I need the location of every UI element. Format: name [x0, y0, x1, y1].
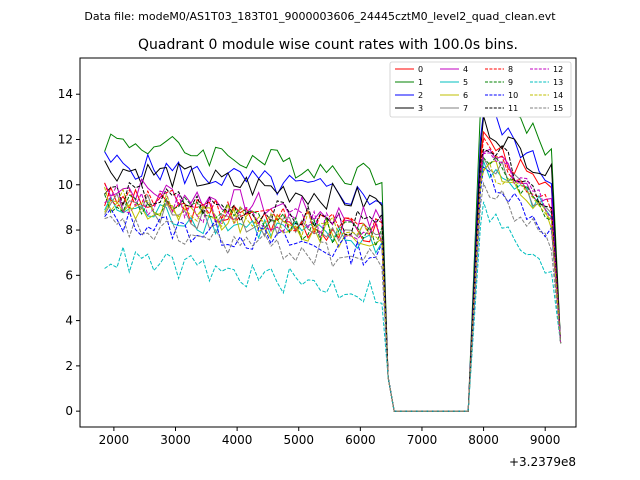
series-line-7: [104, 156, 562, 412]
series-line-0: [104, 130, 562, 412]
legend-label: 3: [418, 104, 423, 113]
y-tick-label: 2: [65, 359, 73, 373]
series-line-15: [104, 181, 562, 412]
series-line-9: [104, 155, 562, 412]
legend-label: 2: [418, 91, 423, 100]
series-line-1: [104, 86, 562, 412]
series-line-12: [104, 152, 562, 412]
x-tick-label: 8000: [468, 433, 499, 447]
x-tick-label: 2000: [99, 433, 130, 447]
legend-label: 6: [463, 91, 468, 100]
x-tick-label: 4000: [222, 433, 253, 447]
legend-label: 13: [553, 78, 563, 87]
y-tick-label: 10: [58, 178, 73, 192]
x-tick-label: 5000: [283, 433, 314, 447]
series-layer: [104, 86, 562, 412]
legend-label: 7: [463, 104, 468, 113]
legend-label: 14: [553, 91, 563, 100]
y-axis: 0 2 4 6 8 10 12 14: [58, 87, 80, 418]
series-line-10: [104, 166, 562, 412]
x-tick-label: 3000: [160, 433, 191, 447]
series-line-11: [104, 145, 562, 412]
legend-label: 4: [463, 65, 468, 74]
data-file-label: Data file: modeM0/AS1T03_183T01_90000036…: [84, 10, 556, 23]
series-line-14: [104, 162, 562, 412]
x-offset-label: +3.2379e8: [509, 455, 576, 469]
y-tick-label: 4: [65, 314, 73, 328]
x-tick-label: 6000: [345, 433, 376, 447]
y-tick-label: 6: [65, 268, 73, 282]
chart-title: Quadrant 0 module wise count rates with …: [138, 37, 518, 53]
legend-label: 8: [508, 65, 513, 74]
legend-label: 10: [508, 91, 518, 100]
x-tick-label: 7000: [407, 433, 438, 447]
legend-label: 0: [418, 65, 423, 74]
series-line-13: [104, 201, 562, 412]
legend-label: 1: [418, 78, 423, 87]
x-tick-label: 9000: [530, 433, 561, 447]
y-tick-label: 14: [58, 87, 73, 101]
legend-label: 15: [553, 104, 563, 113]
legend-label: 11: [508, 104, 518, 113]
y-tick-label: 8: [65, 223, 73, 237]
series-line-3: [104, 115, 562, 412]
plot-frame: [79, 57, 577, 428]
y-tick-label: 12: [58, 132, 73, 146]
legend-label: 9: [508, 78, 513, 87]
legend-label: 12: [553, 65, 563, 74]
y-tick-label: 0: [65, 404, 73, 418]
legend-box: [389, 61, 572, 118]
series-line-5: [104, 161, 562, 412]
x-axis: 2000 3000 4000 5000 6000 7000 8000 9000: [99, 427, 561, 447]
series-line-8: [104, 135, 562, 412]
legend-label: 5: [463, 78, 468, 87]
